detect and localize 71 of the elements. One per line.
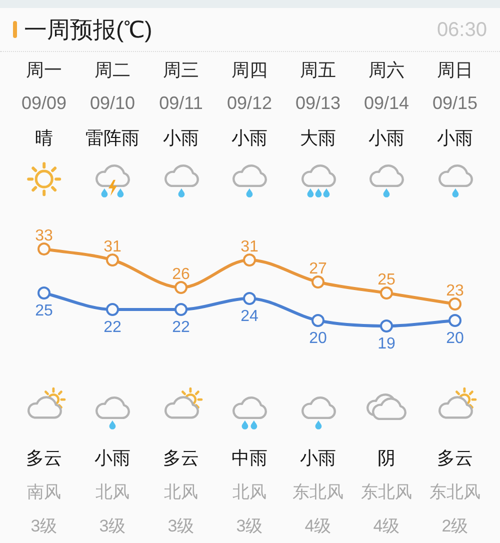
text: 09/10: [90, 93, 136, 113]
text: 多云: [26, 448, 62, 468]
text: 大雨: [300, 128, 336, 148]
data-label: 20: [446, 330, 464, 347]
text: 3级: [30, 516, 58, 536]
point: [312, 314, 324, 327]
text: 4级: [304, 516, 332, 536]
point: [38, 286, 50, 300]
text: 阴: [378, 448, 396, 468]
text: 北风: [96, 482, 130, 502]
chart-title: 一周预报(℃): [24, 16, 152, 42]
point: [448, 314, 462, 327]
x-tick-label: 周四: [232, 60, 268, 80]
text: 东北风: [361, 482, 412, 502]
point: [243, 254, 256, 266]
data-label: 25: [35, 302, 53, 320]
data-label: 25: [378, 271, 396, 288]
data-label: 31: [104, 238, 122, 256]
data-label: 19: [378, 335, 396, 352]
text: 东北风: [430, 482, 480, 502]
text: 小雨: [300, 448, 336, 468]
text: 3级: [99, 516, 126, 536]
data-label: 23: [446, 282, 464, 300]
x-tick-label: 周一: [26, 60, 62, 80]
x-tick-label: 周三: [163, 60, 199, 80]
text: 小雨: [437, 128, 473, 148]
point: [174, 303, 188, 316]
text: 09/11: [159, 93, 203, 113]
x-tick-label: 周二: [94, 60, 130, 80]
point: [380, 320, 393, 332]
x-tick-label: 周六: [368, 60, 404, 80]
text: 3级: [236, 516, 263, 536]
data-label: 24: [240, 308, 258, 325]
point: [106, 254, 119, 266]
data-label: 22: [104, 318, 122, 336]
text: 小雨: [368, 128, 404, 148]
x-tick-label: 周五: [300, 60, 336, 80]
point: [312, 276, 324, 288]
text: 北风: [232, 482, 266, 502]
data-label: 22: [172, 318, 190, 336]
point: [106, 303, 119, 316]
text: 多云: [437, 448, 473, 468]
text: 北风: [164, 482, 198, 502]
text: 小雨: [163, 128, 199, 148]
text: 南风: [27, 482, 61, 502]
point: [174, 281, 188, 294]
text: 多云: [163, 448, 199, 468]
text: 2级: [442, 516, 468, 536]
data-label: 31: [240, 238, 258, 256]
point: [243, 292, 256, 305]
data-label: 33: [35, 227, 53, 244]
text: 09/13: [295, 93, 341, 113]
text: 4级: [373, 516, 400, 536]
point: [38, 242, 50, 256]
text: 09/15: [432, 93, 478, 113]
text: 中雨: [232, 448, 268, 468]
text: 09/14: [364, 93, 410, 113]
text: 09/12: [226, 93, 272, 113]
text: 小雨: [94, 448, 130, 468]
point: [448, 298, 462, 310]
text: 晴: [35, 128, 53, 148]
text: 小雨: [232, 128, 268, 148]
data-label: 20: [309, 330, 327, 347]
text: 3级: [168, 516, 194, 536]
x-tick-label: 周日: [437, 60, 473, 80]
text: 09/09: [21, 93, 67, 113]
data-label: 27: [309, 260, 327, 278]
data-label: 26: [172, 266, 190, 283]
point: [380, 286, 393, 300]
text: 雷阵雨: [86, 128, 140, 148]
text: 东北风: [292, 482, 344, 502]
